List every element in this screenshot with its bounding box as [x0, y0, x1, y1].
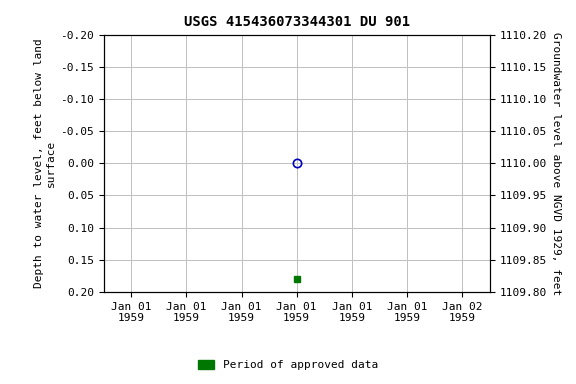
- Y-axis label: Depth to water level, feet below land
surface: Depth to water level, feet below land su…: [35, 38, 56, 288]
- Y-axis label: Groundwater level above NGVD 1929, feet: Groundwater level above NGVD 1929, feet: [551, 31, 561, 295]
- Legend: Period of approved data: Period of approved data: [193, 356, 383, 375]
- Title: USGS 415436073344301 DU 901: USGS 415436073344301 DU 901: [184, 15, 410, 29]
